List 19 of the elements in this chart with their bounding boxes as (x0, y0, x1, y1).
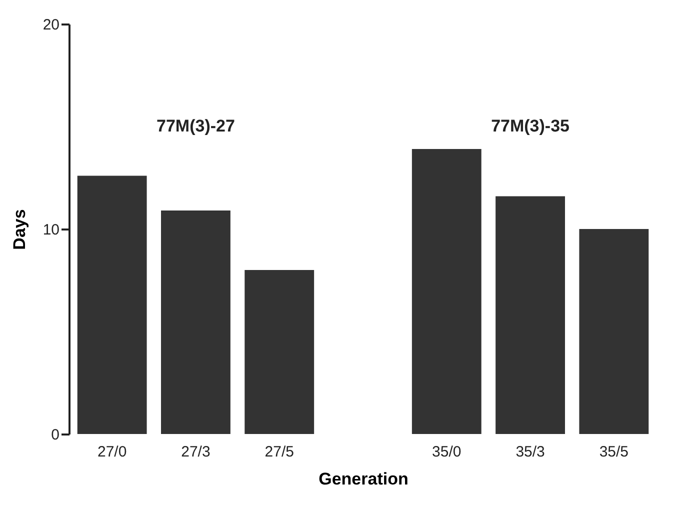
x-axis-title: Generation (318, 470, 408, 488)
bar (77, 176, 147, 434)
x-tick-label: 27/5 (264, 444, 294, 460)
x-tick-label: 35/0 (432, 444, 462, 460)
bar (496, 196, 565, 434)
y-tick-label: 20 (42, 16, 60, 34)
y-axis-title: Days (10, 209, 29, 250)
y-tick-label: 10 (42, 222, 60, 238)
x-tick-label: 27/3 (181, 444, 210, 460)
bar (412, 149, 482, 434)
y-tick-label: 0 (51, 426, 60, 444)
x-tick-label: 35/5 (599, 444, 629, 460)
annotation: 77M(3)-35 (491, 116, 570, 136)
annotation: 77M(3)-27 (156, 116, 235, 136)
bar (161, 210, 230, 434)
bar (579, 229, 649, 434)
x-tick-label: 35/3 (516, 444, 545, 460)
x-tick-label: 27/0 (97, 444, 127, 460)
bar (244, 270, 314, 434)
